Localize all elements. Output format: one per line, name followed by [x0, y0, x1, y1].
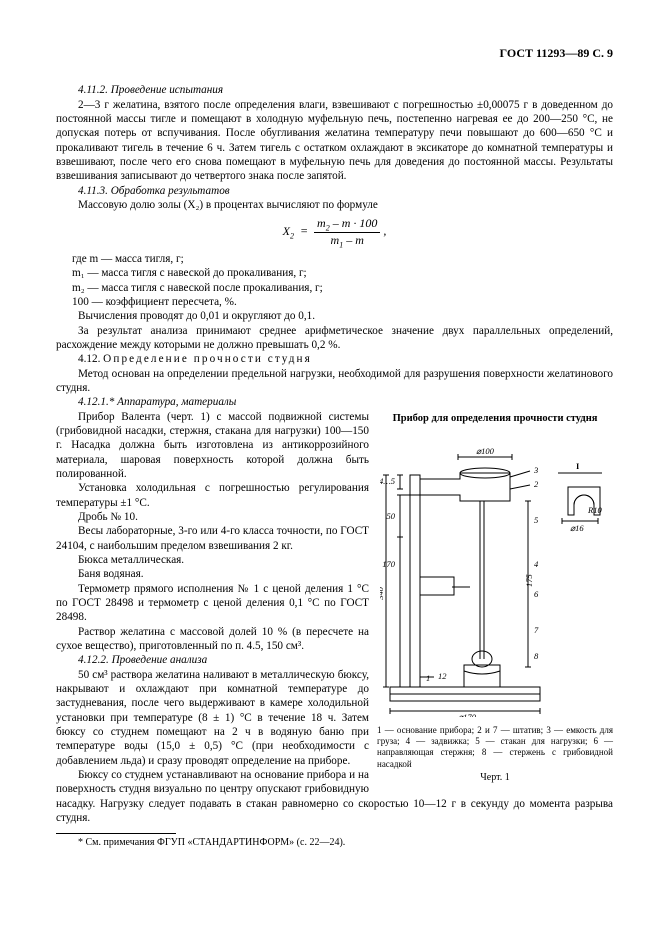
callout-7: 7: [534, 625, 539, 635]
sec-4-12-1-title-text: 4.12.1.* Аппаратура, материалы: [78, 396, 236, 408]
callout-6: 6: [534, 589, 539, 599]
callout-8: 8: [534, 651, 539, 661]
dim-170: 170: [382, 559, 396, 569]
formula-lhs: X2: [283, 224, 294, 238]
dim-12: 12: [438, 671, 447, 681]
page-header: ГОСТ 11293—89 С. 9: [56, 46, 613, 61]
formula-end: ,: [383, 224, 386, 238]
sec-4-12-title: 4.12. Определение прочности студня: [56, 352, 613, 366]
sec-4-12-title-spaced: Определение прочности студня: [103, 353, 312, 365]
figure-title: Прибор для определения прочности студня: [377, 412, 613, 425]
sec-4-11-2-body: 2—3 г желатина, взятого после определени…: [56, 98, 613, 184]
dim-d170: ⌀170: [458, 712, 477, 717]
sec-4-11-3-lead: Массовую долю золы (X₂) в процентах вычи…: [56, 198, 613, 212]
figure-number: Черт. 1: [377, 772, 613, 785]
result-note: За результат анализа принимают среднее а…: [56, 324, 613, 353]
formula-fraction: m2 – m · 100 m1 – m: [314, 216, 380, 248]
callout-5: 5: [534, 515, 538, 525]
dim-340: 340: [380, 586, 385, 601]
dim-d16: ⌀16: [570, 523, 584, 533]
footnote: * См. примечания ФГУП «СТАНДАРТИНФОРМ» (…: [56, 837, 613, 850]
sec-4-11-2-title-text: 4.11.2. Проведение испытания: [78, 84, 223, 96]
callout-2: 2: [534, 479, 539, 489]
sec-4-11-3-title: 4.11.3. Обработка результатов: [56, 184, 613, 198]
figure-block: Прибор для определения прочности студня: [377, 412, 613, 785]
sec-4-12-body: Метод основан на определении предельной …: [56, 367, 613, 396]
sec-4-12-2-title-text: 4.12.2. Проведение анализа: [78, 654, 207, 666]
section-label: I: [576, 461, 580, 471]
dim-175: 175: [524, 574, 534, 587]
sec-4-12-1-title: 4.12.1.* Аппаратура, материалы: [56, 395, 613, 409]
where-m1: m₁ — масса тигля с навеской до прокалива…: [72, 266, 613, 280]
where-100: 100 — коэффициент пересчета, %.: [72, 295, 613, 309]
formula-x2: X2 = m2 – m · 100 m1 – m ,: [56, 216, 613, 248]
where-block: где m — масса тигля, г; m₁ — масса тигля…: [56, 252, 613, 309]
figure-caption: 1 — основание прибора; 2 и 7 — штатив; 3…: [377, 725, 613, 770]
figure-svg: ⌀100 3 2 5 4 6 7 8 1 4…5 50 170 340 175 …: [380, 427, 610, 717]
callout-3: 3: [533, 465, 538, 475]
where-m2: m₂ — масса тигля с навеской после прокал…: [72, 281, 613, 295]
dim-r10: R10: [587, 505, 602, 515]
footnote-rule: [56, 833, 176, 834]
dim-50: 50: [387, 511, 396, 521]
callout-4: 4: [534, 559, 539, 569]
sec-4-11-3-title-text: 4.11.3. Обработка результатов: [78, 185, 230, 197]
where-intro: где m — масса тигля, г;: [72, 252, 613, 266]
calc-note: Вычисления проводят до 0,01 и округляют …: [56, 309, 613, 323]
callout-1: 1: [426, 673, 430, 683]
dim-d100: ⌀100: [476, 446, 495, 456]
sec-4-11-2-title: 4.11.2. Проведение испытания: [56, 83, 613, 97]
dim-45: 4…5: [380, 476, 395, 486]
